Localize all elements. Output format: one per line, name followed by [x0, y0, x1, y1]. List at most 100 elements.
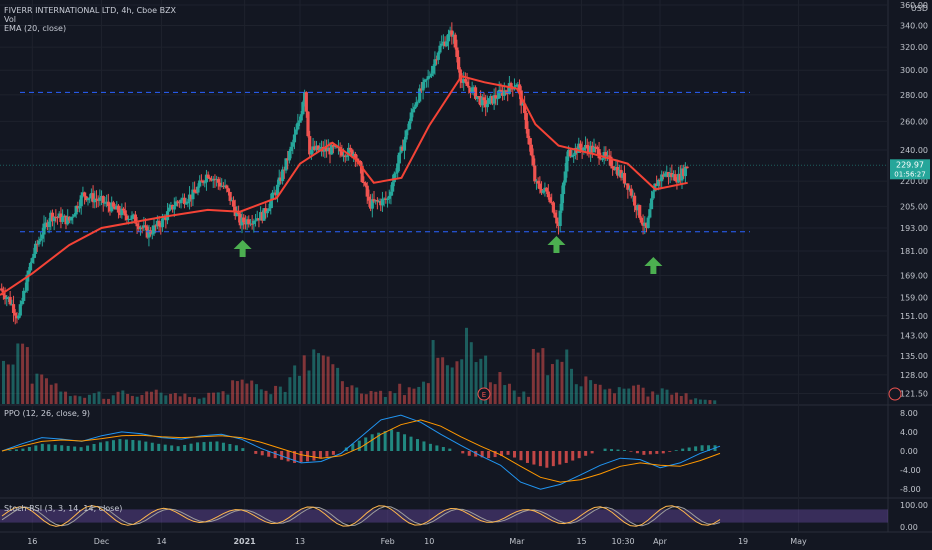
volume-bar — [417, 386, 421, 404]
candle-body — [485, 103, 489, 108]
candle-body — [655, 183, 659, 186]
candle-body — [345, 156, 349, 158]
candle-body — [40, 234, 44, 239]
volume-bar — [188, 397, 192, 404]
candle-body — [343, 155, 347, 158]
ppo-signal-line — [1, 419, 721, 483]
candle-body — [330, 144, 334, 155]
volume-bar — [507, 383, 511, 404]
candle-body — [594, 146, 598, 148]
candle-body — [96, 199, 100, 201]
candle-body — [115, 205, 119, 210]
candle-body — [429, 73, 434, 76]
candle-body — [154, 225, 158, 227]
candle-body — [671, 174, 676, 178]
candle-body — [206, 174, 210, 178]
candle-body — [587, 148, 591, 154]
volume-bar — [651, 391, 655, 404]
candle-body — [413, 106, 417, 110]
candle-body — [218, 182, 222, 187]
candle-body — [622, 173, 627, 184]
candle-body — [59, 213, 63, 222]
candle-body — [159, 226, 163, 228]
candle-body — [563, 171, 567, 183]
candle-body — [67, 216, 71, 221]
ppo-histogram-bar — [681, 448, 685, 451]
candle-body — [18, 304, 22, 316]
volume-bar — [221, 391, 225, 404]
time-tick-label: Feb — [381, 537, 395, 546]
ppo-histogram-bar — [687, 447, 691, 451]
candle-body — [365, 185, 369, 197]
volume-bar — [517, 396, 521, 404]
candle-body — [426, 76, 430, 80]
candle-body — [247, 219, 251, 225]
candle-body — [250, 223, 254, 225]
ppo-tick-label: 8.00 — [900, 409, 918, 418]
volume-bar — [360, 393, 363, 404]
candle-body — [634, 205, 638, 211]
candle-body — [88, 197, 92, 199]
candle-body — [253, 220, 258, 222]
candle-body — [17, 315, 21, 319]
candle-body — [44, 222, 48, 224]
volume-bar — [484, 355, 488, 404]
volume-bar — [297, 375, 301, 404]
candle-body — [286, 158, 290, 161]
candle-body — [142, 225, 146, 228]
volume-bar — [617, 387, 621, 404]
candle-body — [226, 188, 231, 192]
candle-body — [666, 172, 671, 178]
candle-body — [499, 89, 503, 91]
candle-body — [369, 200, 373, 209]
candle-body — [656, 179, 660, 186]
volume-bar — [431, 340, 435, 404]
volume-bar — [574, 384, 578, 404]
time-tick-label: Mar — [509, 537, 525, 546]
volume-bar — [498, 372, 502, 404]
candle-body — [331, 144, 335, 148]
candle-body — [592, 146, 596, 153]
candle-body — [137, 226, 141, 230]
ppo-histogram-bar — [325, 451, 329, 457]
volume-bar — [145, 391, 149, 404]
candle-body — [83, 192, 87, 197]
candle-body — [526, 128, 530, 138]
time-tick-label: Apr — [653, 537, 668, 546]
candle-body — [450, 30, 454, 37]
candle-body — [673, 174, 677, 181]
candle-body — [135, 223, 139, 227]
candle-body — [392, 173, 396, 183]
volume-bar — [527, 396, 531, 404]
price-tick-label: 135.00 — [900, 352, 928, 361]
candle-body — [32, 253, 36, 259]
volume-bar — [350, 385, 354, 404]
ppo-histogram-bar — [47, 444, 51, 451]
candle-body — [644, 222, 649, 228]
ppo-histogram-bar — [506, 451, 510, 455]
volume-bar — [116, 391, 120, 404]
volume-bar — [169, 393, 173, 404]
ppo-histogram-bar — [53, 444, 57, 451]
volume-bar — [388, 391, 392, 404]
stoch-rsi-tick-label: 100.00 — [900, 501, 928, 510]
candle-body — [61, 217, 65, 222]
candle-body — [103, 202, 107, 204]
ppo-histogram-bar — [545, 451, 549, 468]
candle-body — [221, 185, 225, 187]
candle-body — [509, 83, 513, 87]
candle-body — [605, 155, 610, 157]
candle-body — [599, 158, 603, 160]
volume-bar — [426, 383, 430, 404]
candle-body — [248, 223, 253, 225]
volume-bar — [703, 399, 707, 404]
candle-body — [306, 111, 310, 137]
candle-body — [646, 217, 650, 228]
volume-bar — [503, 385, 507, 404]
candle-body — [57, 213, 61, 218]
candle-body — [438, 45, 442, 53]
candle-body — [347, 147, 351, 157]
candle-body — [504, 90, 508, 92]
candle-body — [10, 304, 14, 306]
